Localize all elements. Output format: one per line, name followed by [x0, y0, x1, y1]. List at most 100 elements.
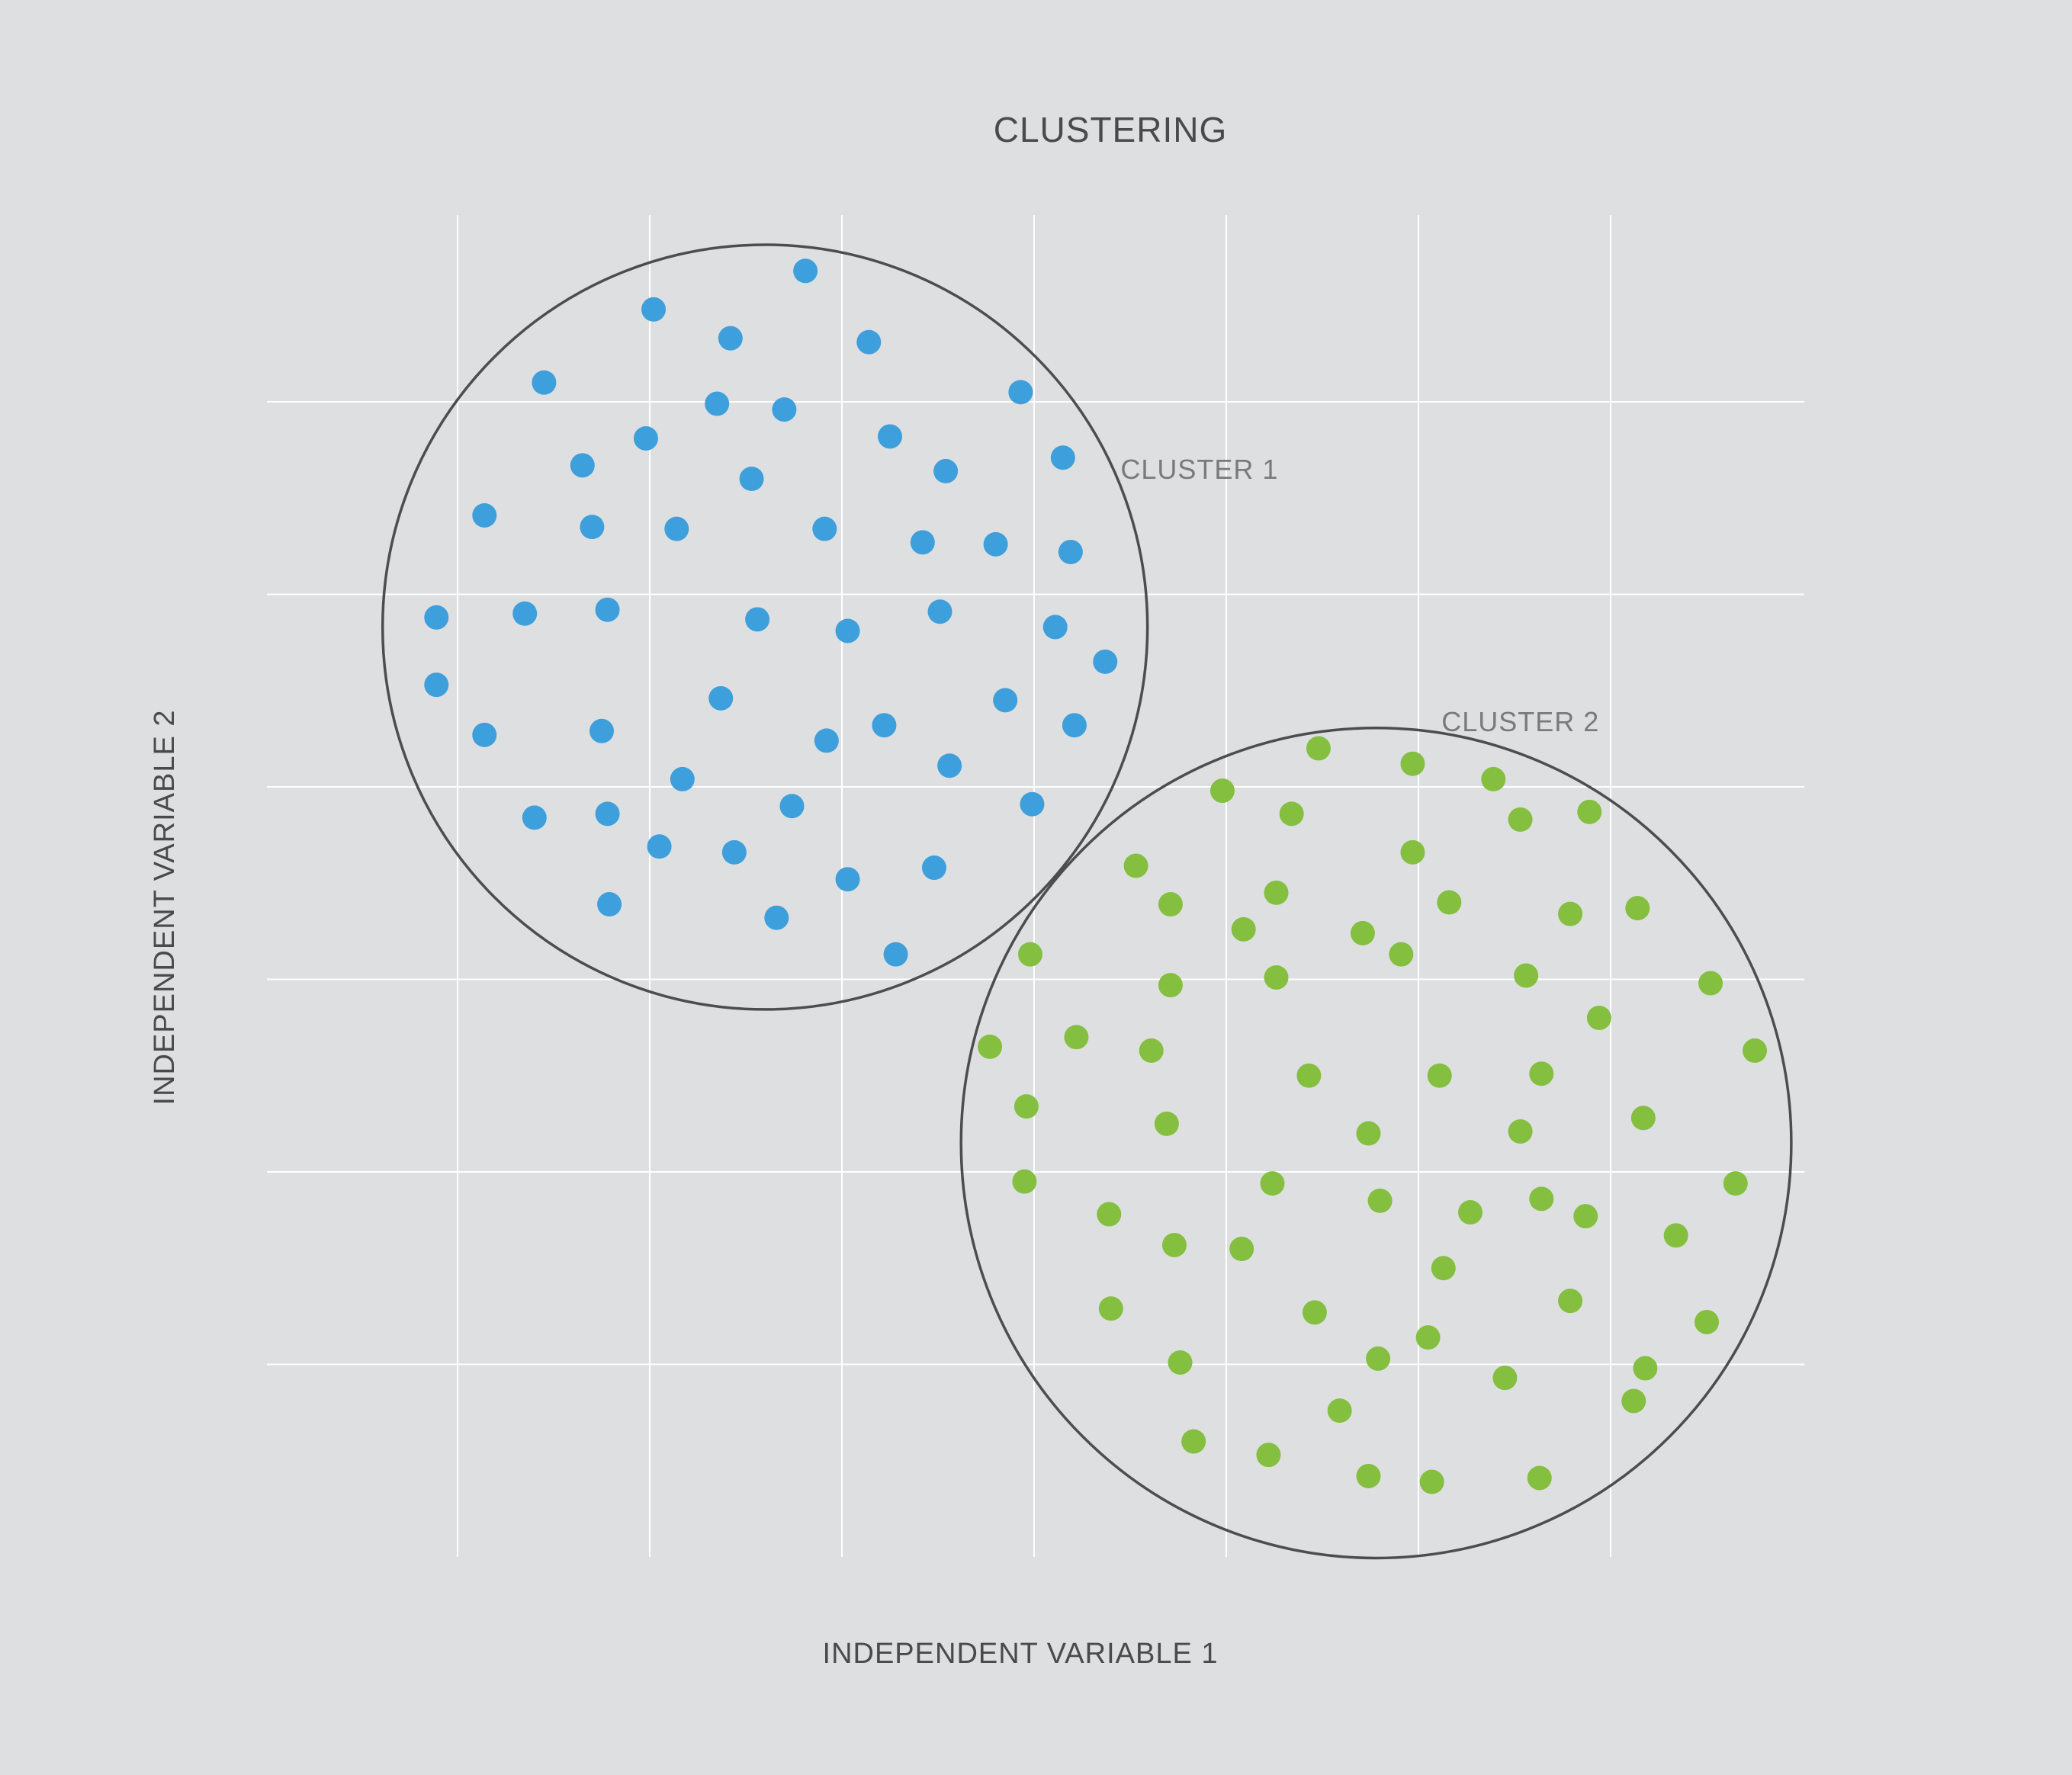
cluster-2-point [1356, 1463, 1381, 1488]
cluster-1-point [1050, 445, 1075, 470]
cluster-2-point [1231, 916, 1256, 942]
cluster-2-point [1264, 965, 1289, 990]
cluster-2-point [1663, 1223, 1688, 1248]
cluster-2-point [1139, 1038, 1164, 1063]
cluster-1-point [910, 530, 935, 555]
cluster-2-point [1012, 1169, 1037, 1194]
cluster-2-point [1123, 853, 1148, 878]
cluster-2-point [1400, 839, 1425, 865]
cluster-1-point [937, 753, 962, 778]
cluster-2-point [1723, 1171, 1748, 1196]
cluster-1-point [522, 805, 547, 830]
cluster-1-label: CLUSTER 1 [1120, 454, 1278, 485]
cluster-2-point [978, 1034, 1003, 1059]
cluster-2-point [1743, 1038, 1767, 1063]
cluster-circle-1 [381, 243, 1149, 1011]
cluster-2-point [1366, 1346, 1391, 1371]
cluster-2-point [1356, 1121, 1381, 1146]
cluster-1-point [597, 892, 622, 917]
cluster-1-point [927, 599, 952, 624]
cluster-2-point [1508, 807, 1533, 832]
cluster-1-point [793, 258, 818, 284]
cluster-1-point [878, 424, 902, 449]
cluster-2-point [1327, 1398, 1352, 1424]
cluster-2-point [1415, 1325, 1441, 1350]
cluster-1-point [472, 722, 497, 747]
cluster-2-point [1209, 778, 1235, 804]
cluster-1-point [983, 531, 1008, 557]
cluster-2-point [1625, 896, 1650, 921]
cluster-2-point [1158, 892, 1183, 917]
cluster-2-point [1514, 963, 1539, 988]
cluster-2-point [1014, 1094, 1039, 1119]
cluster-circles [381, 243, 1793, 1560]
cluster-2-point [1264, 880, 1289, 905]
cluster-2-label: CLUSTER 2 [1441, 706, 1599, 737]
cluster-2-point [1527, 1465, 1552, 1491]
cluster-1-point [872, 713, 897, 738]
cluster-1-point [933, 458, 959, 483]
chart-title: CLUSTERING [994, 110, 1227, 149]
cluster-1-point [708, 685, 734, 711]
cluster-2-point [1017, 942, 1042, 967]
cluster-1-point [856, 329, 882, 355]
cluster-2-point [1350, 920, 1375, 945]
cluster-2-point [1168, 1350, 1193, 1375]
cluster-1-point [739, 467, 764, 491]
cluster-2-point [1558, 901, 1583, 926]
cluster-1-point [670, 766, 695, 791]
cluster-1-point [532, 370, 557, 395]
cluster-2-point [1306, 736, 1331, 761]
cluster-2-point [1154, 1111, 1179, 1136]
cluster-1-point [1042, 615, 1068, 640]
cluster-1-point [589, 718, 614, 743]
cluster-2-point [1573, 1204, 1598, 1229]
cluster-2-point [1419, 1469, 1444, 1494]
cluster-1-point [835, 867, 860, 892]
cluster-1-point [921, 855, 946, 881]
cluster-1-point [812, 516, 837, 541]
cluster-1-point [580, 515, 605, 540]
cluster-1-point [814, 728, 839, 753]
cluster-2-point [1529, 1186, 1554, 1212]
cluster-1-point [1093, 649, 1118, 674]
cluster-1-point [424, 605, 449, 630]
cluster-1-point [721, 839, 747, 865]
cluster-2-point [1481, 766, 1506, 791]
cluster-2-point [1260, 1171, 1285, 1196]
cluster-1-point [718, 326, 743, 351]
cluster-1-point [1058, 539, 1083, 564]
cluster-1-point [512, 601, 538, 626]
cluster-2-point [1633, 1356, 1658, 1381]
cluster-2-point [1367, 1188, 1393, 1213]
cluster-2-point [1161, 1232, 1187, 1257]
cluster-1-point [664, 516, 689, 541]
x-axis-title: INDEPENDENT VARIABLE 1 [823, 1638, 1219, 1670]
cluster-1-point [993, 688, 1018, 713]
cluster-1-point [424, 672, 449, 698]
cluster-2-point [1302, 1300, 1327, 1325]
cluster-2-point [1492, 1366, 1518, 1391]
cluster-1-point [705, 391, 730, 416]
cluster-2-point [1389, 942, 1414, 967]
cluster-1-point [779, 794, 805, 819]
cluster-2-point [1586, 1006, 1611, 1030]
cluster-2-point [1256, 1443, 1281, 1468]
cluster-2-point [1064, 1025, 1089, 1050]
cluster-1-point [570, 453, 595, 478]
cluster-labels: CLUSTER 1 CLUSTER 2 [1120, 454, 1599, 737]
cluster-2-point [1158, 973, 1183, 998]
cluster-1-point [647, 834, 672, 859]
cluster-2-point [1427, 1063, 1452, 1088]
cluster-2-point [1097, 1202, 1122, 1227]
cluster-2-point [1508, 1119, 1533, 1144]
cluster-2-point [1400, 751, 1425, 776]
cluster-1-point [633, 425, 658, 451]
cluster-1-point [764, 905, 789, 930]
cluster-1-point [472, 502, 497, 528]
cluster-1-point [595, 597, 620, 622]
cluster-1-point [1062, 713, 1087, 738]
plot-grid [267, 215, 1804, 1557]
